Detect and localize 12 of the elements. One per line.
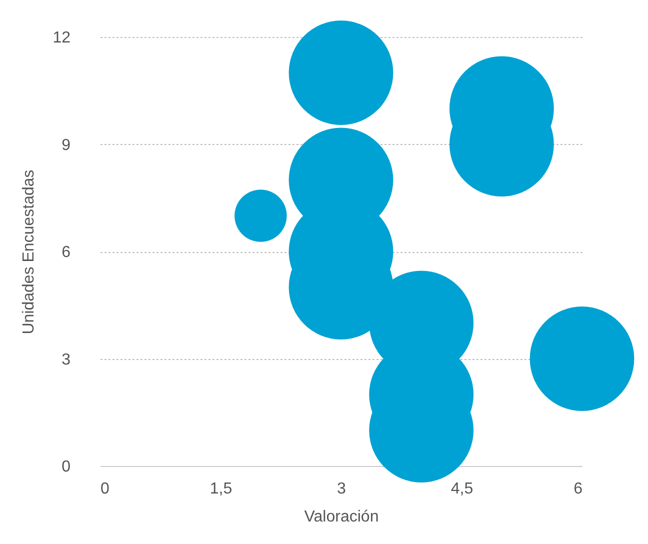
x-tick-label: 1,5 [210,480,232,498]
y-tick-label: 0 [62,458,71,476]
x-axis-title: Valoración [304,508,379,526]
y-tick-label: 9 [62,136,71,154]
x-tick-label: 4,5 [450,480,474,498]
y-tick-label: 3 [62,351,71,368]
y-tick-label: 6 [62,244,71,261]
y-tick-label: 12 [52,30,71,46]
y-axis-title: Unidades Encuestadas [20,170,38,334]
x-tick-label: 0 [100,480,110,498]
x-tick-label: 6 [574,480,583,498]
x-tick-label: 3 [337,480,346,498]
